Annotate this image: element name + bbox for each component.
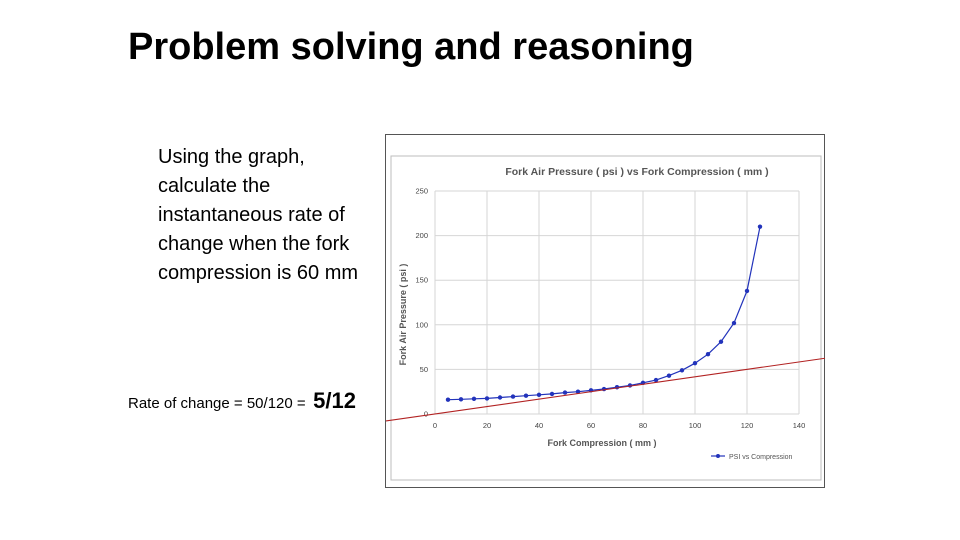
x-tick-label: 120 — [741, 421, 754, 430]
answer-line: Rate of change = 50/120 = 5/12 — [128, 388, 356, 414]
data-point — [484, 396, 490, 401]
chart: 0 20 40 60 80 100 120 140 0 50 100 150 200 250 Fork Ai… — [386, 155, 826, 481]
data-point — [653, 377, 659, 383]
chart-inner-frame — [390, 155, 822, 481]
question-text: Using the graph, calculate the instantan… — [158, 146, 359, 284]
y-tick-label: 0 — [424, 410, 428, 419]
chart-frame: 0 20 40 60 80 100 120 140 0 50 100 150 200 250 Fork Ai… — [385, 134, 826, 488]
answer-result: 5/12 — [313, 388, 356, 413]
x-axis-label: Fork Compression ( mm ) — [547, 438, 656, 448]
data-point — [562, 390, 568, 395]
data-point — [705, 352, 711, 357]
data-point — [744, 288, 750, 294]
data-point — [575, 389, 581, 394]
data-point — [731, 320, 737, 326]
y-tick-label: 100 — [415, 320, 428, 329]
x-tick-label: 80 — [639, 421, 647, 430]
data-point — [497, 395, 503, 400]
data-point — [679, 368, 685, 373]
x-tick-label: 100 — [689, 421, 702, 430]
data-point — [757, 224, 763, 229]
data-point — [666, 373, 672, 378]
y-tick-label: 150 — [415, 276, 428, 285]
x-tick-label: 20 — [483, 421, 491, 430]
data-point — [523, 393, 529, 398]
x-tick-label: 60 — [587, 421, 595, 430]
x-tick-label: 0 — [433, 421, 437, 430]
y-axis-label: Fork Air Pressure ( psi ) — [398, 264, 408, 366]
y-tick-label: 250 — [415, 187, 428, 196]
y-tick-label: 200 — [415, 231, 428, 240]
answer-formula: Rate of change = 50/120 = — [128, 395, 306, 412]
tangent-line — [386, 357, 826, 422]
x-tick-label: 140 — [793, 421, 806, 430]
x-tick-label: 40 — [535, 421, 543, 430]
chart-title: Fork Air Pressure ( psi ) vs Fork Compre… — [505, 166, 768, 178]
legend-label: PSI vs Compression — [729, 454, 793, 461]
data-point — [549, 391, 555, 397]
y-tick-label: 50 — [420, 365, 428, 374]
data-point — [510, 394, 516, 399]
data-point — [536, 392, 542, 398]
data-point — [718, 339, 724, 344]
data-point — [458, 397, 464, 402]
data-point — [445, 397, 451, 402]
data-point — [471, 396, 477, 402]
legend-marker — [716, 454, 720, 458]
data-point — [692, 360, 698, 366]
slide-title: Problem solving and reasoning — [128, 26, 694, 68]
